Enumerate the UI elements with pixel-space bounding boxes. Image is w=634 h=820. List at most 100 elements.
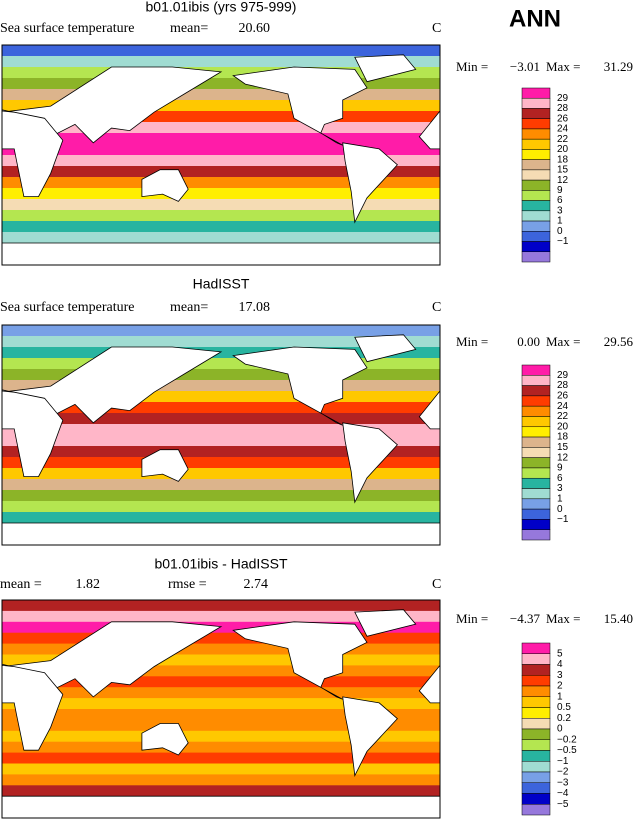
land [1,110,64,198]
map-band [2,325,440,337]
max-value: 29.56 [604,334,634,349]
colorbar-label: 26 [557,113,569,124]
map-band [2,78,440,90]
colorbar-box [521,642,551,654]
colorbar-label: −3 [557,777,569,788]
map-band [2,709,440,721]
colorbar-box [521,696,551,708]
land [342,142,398,224]
map-band [2,369,440,381]
map-band [2,676,440,688]
colorbar-label: 3 [557,483,563,494]
map-band [2,665,440,677]
min-value: 0.00 [517,334,540,349]
colorbar-box [521,728,551,740]
colorbar-box [521,138,551,150]
map-band [2,122,440,134]
map-band [2,435,440,447]
colorbar-label: −2 [557,767,569,778]
map-band [2,512,440,524]
stat-value: 20.60 [239,21,271,36]
land [1,242,441,266]
colorbar-box [521,395,551,407]
map-band [2,741,440,754]
colorbar-box [521,675,551,687]
map-band [2,56,440,68]
colorbar-label: 15 [557,442,569,453]
colorbar-label: 28 [557,103,569,114]
map-band [2,600,440,612]
colorbar-label: −1 [557,514,569,525]
land [1,390,64,478]
colorbar-label: 22 [557,411,569,422]
map-band [2,380,440,392]
colorbar-label: −1 [557,756,569,767]
colorbar-box [521,118,551,130]
map-band [2,111,440,123]
colorbar-box [521,447,551,458]
colorbar-box [521,231,551,242]
map-band [2,358,440,370]
colorbar-box [521,685,551,697]
colorbar-label: 2 [557,681,563,692]
land [141,723,189,756]
map-band [2,719,440,732]
colorbar-label: 18 [557,154,569,165]
colorbar-box [521,220,551,232]
colorbar-box [521,159,551,171]
land [1,522,441,546]
land [354,334,417,363]
max-label: Max = [546,611,580,626]
min-label: Min = [456,611,488,626]
units: C [432,577,441,592]
colorbar-box [521,718,551,730]
variable-label: Sea surface temperature [0,21,134,36]
colorbar-label: 28 [557,380,569,391]
map-band [2,347,440,359]
colorbar-label: −0.2 [557,734,577,745]
map-band [2,490,440,502]
colorbar-label: 0 [557,724,563,735]
colorbar-label: 12 [557,452,569,463]
colorbar-label: 4 [557,659,563,670]
map-band [2,763,440,775]
map-band [2,752,440,764]
stat-value: 2.74 [244,577,269,592]
land [232,346,368,426]
land [232,621,368,700]
land [342,696,398,777]
map-band [2,166,440,178]
map-band [2,643,440,655]
colorbar-box [521,426,551,438]
colorbar-label: 24 [557,124,569,135]
colorbar-box [521,108,551,119]
colorbar-label: 22 [557,134,569,145]
colorbar-box [521,653,551,665]
colorbar-label: 15 [557,165,569,176]
min-label: Min = [456,334,488,349]
colorbar-box [521,385,551,397]
min-label: Min = [456,59,488,74]
season-label: ANN [509,5,561,32]
map-band [2,100,440,112]
colorbar-box [521,149,551,160]
colorbar-box [521,793,551,805]
colorbar-box [521,498,551,510]
land [342,422,398,504]
land [141,169,189,202]
stat-label: mean= [170,21,208,36]
stat-label: mean = [0,577,42,592]
colorbar-label: 0.5 [557,702,571,713]
colorbar-box [521,707,551,719]
colorbar-box [521,416,551,428]
map-frame [1,44,441,266]
colorbar-box [521,190,551,201]
colorbar-box [521,375,551,386]
colorbar-box [521,241,551,253]
colorbar-label: 0.2 [557,713,571,724]
colorbar-label: 3 [557,670,563,681]
map-band [2,632,440,645]
colorbar-label: 20 [557,144,569,155]
colorbar-label: 12 [557,175,569,186]
colorbar-label: 29 [557,93,569,104]
